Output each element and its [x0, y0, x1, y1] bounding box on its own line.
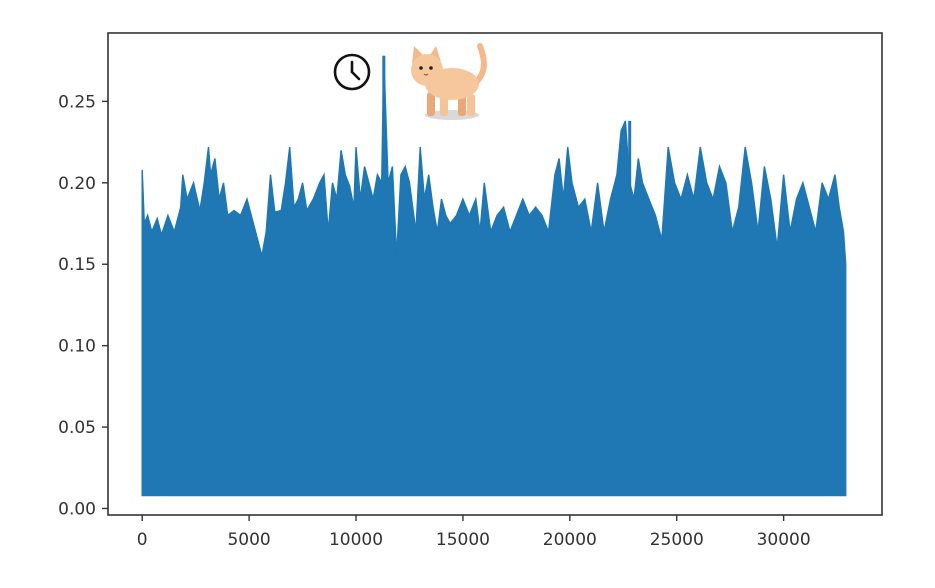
x-tick-label: 0: [137, 530, 148, 550]
y-tick-label: 0.25: [58, 92, 96, 112]
y-tick-label: 0.00: [58, 499, 96, 519]
clock-icon: [333, 53, 371, 91]
x-tick-label: 25000: [650, 530, 704, 550]
series-line-0: [141, 55, 847, 497]
x-tick-label: 5000: [227, 530, 270, 550]
x-tick-label: 10000: [329, 530, 383, 550]
y-tick-label: 0.15: [58, 255, 96, 275]
axes-frame: [107, 32, 883, 516]
cat-icon: [411, 43, 487, 120]
plot-area: [141, 55, 847, 497]
y-tick-label: 0.20: [58, 174, 96, 194]
axis-ticks: 0 5000 10000 15000 20000 25000 30000 0.00 0.05 0.…: [58, 92, 811, 550]
x-tick-label: 30000: [757, 530, 811, 550]
x-tick-label: 15000: [436, 530, 490, 550]
y-tick-label: 0.05: [58, 418, 96, 438]
x-tick-label: 20000: [543, 530, 597, 550]
y-tick-label: 0.10: [58, 337, 96, 357]
